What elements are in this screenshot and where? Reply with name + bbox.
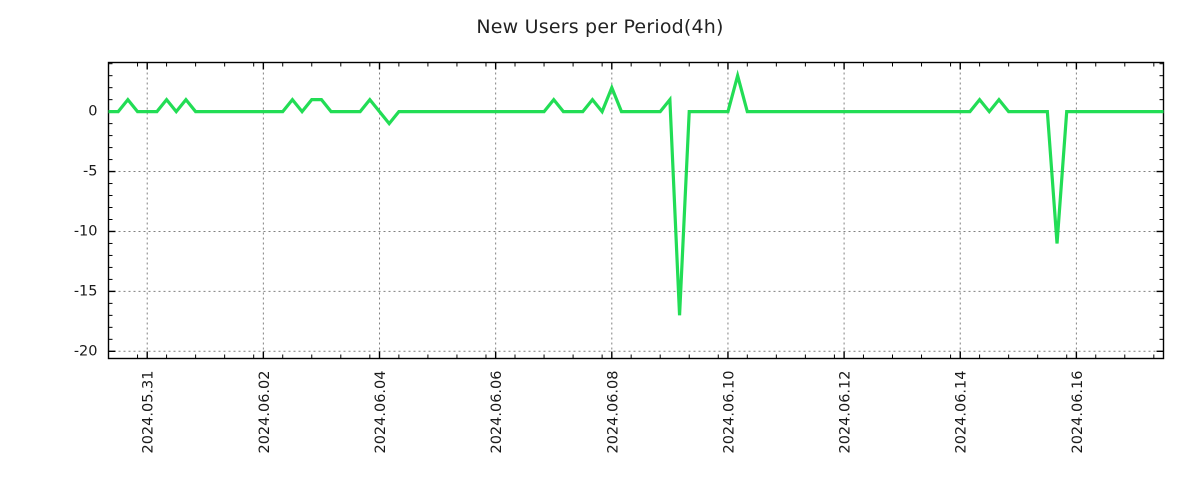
x-tick-label: 2024.06.06 <box>489 371 505 454</box>
grid-lines <box>108 62 1164 359</box>
x-tick-label: 2024.06.16 <box>1070 371 1086 454</box>
series-line-new-users <box>108 69 1164 316</box>
y-tick-label: -20 <box>74 343 98 359</box>
plot-frame <box>107 61 1165 360</box>
x-tick-label: 2024.06.12 <box>838 371 854 454</box>
y-axis-tick-labels: 0 -5 -10 -15 -20 <box>74 104 98 360</box>
data-series-group <box>108 69 1164 316</box>
y-tick-label: -5 <box>83 164 97 180</box>
chart-title: New Users per Period(4h) <box>476 16 724 38</box>
x-tick-label: 2024.06.08 <box>605 371 621 454</box>
x-tick-label: 2024.06.04 <box>373 371 389 454</box>
y-tick-label: -10 <box>74 223 98 239</box>
x-tick-label: 2024.06.02 <box>257 371 273 454</box>
x-axis-tick-labels: 2024.05.31 2024.06.02 2024.06.04 2024.06.06… <box>141 371 1086 454</box>
y-tick-label: 0 <box>88 104 97 120</box>
plot-border <box>107 61 1165 360</box>
y-tick-label: -15 <box>74 283 98 299</box>
x-tick-label: 2024.06.14 <box>954 371 970 454</box>
x-tick-label: 2024.06.10 <box>721 371 737 454</box>
x-tick-label: 2024.05.31 <box>141 371 157 454</box>
